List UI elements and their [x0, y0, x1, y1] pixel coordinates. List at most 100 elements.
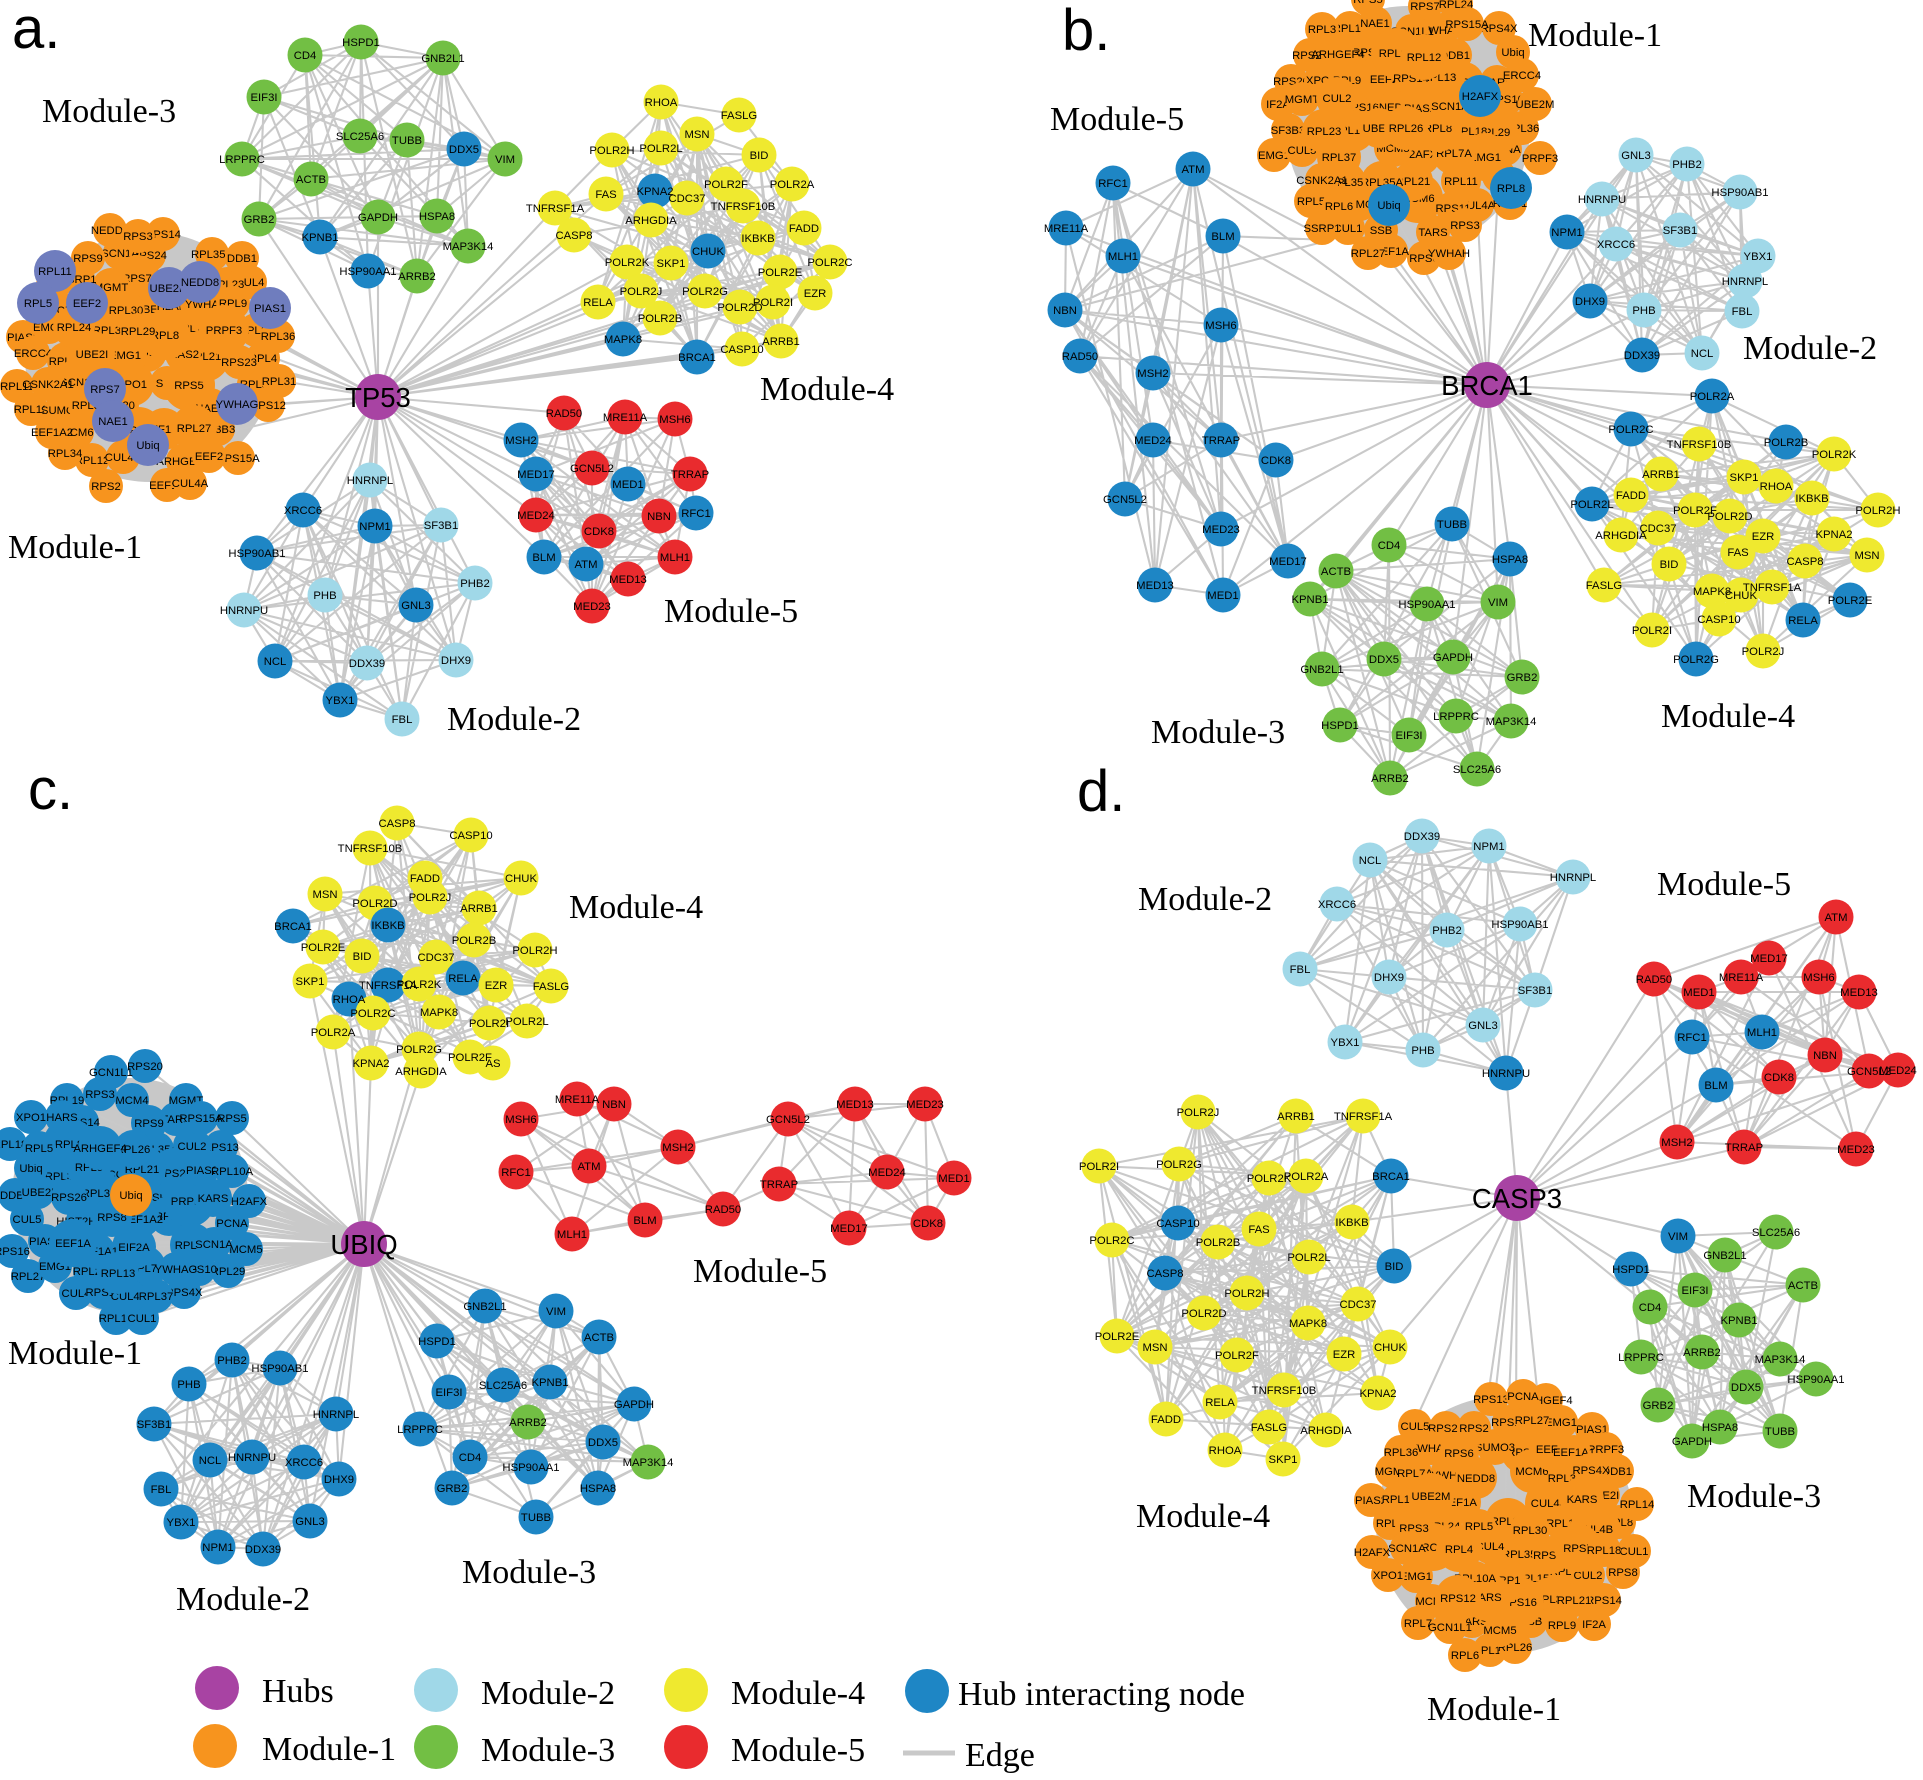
svg-text:RPL10A: RPL10A	[211, 1166, 254, 1178]
svg-text:VIM: VIM	[1668, 1231, 1688, 1243]
svg-text:POLR2F: POLR2F	[704, 179, 748, 191]
svg-text:EMG1: EMG1	[1469, 152, 1501, 164]
svg-text:SCN1A: SCN1A	[195, 1239, 233, 1251]
svg-text:RPL26: RPL26	[1389, 123, 1424, 135]
svg-text:PCNA: PCNA	[1507, 1391, 1539, 1403]
svg-text:HSP90AB1: HSP90AB1	[1711, 187, 1768, 199]
svg-text:RELA: RELA	[583, 297, 613, 309]
svg-text:FASLG: FASLG	[533, 981, 569, 993]
svg-text:CUL1: CUL1	[1334, 223, 1363, 235]
svg-text:RPL5: RPL5	[25, 1143, 53, 1155]
svg-text:MAP3K14: MAP3K14	[623, 1457, 674, 1469]
svg-text:RPS5: RPS5	[217, 1113, 247, 1125]
svg-text:CASP10: CASP10	[720, 344, 763, 356]
svg-text:RPS4X: RPS4X	[1480, 23, 1518, 35]
svg-text:POLR2K: POLR2K	[397, 979, 442, 991]
svg-text:GRB2: GRB2	[1643, 1400, 1674, 1412]
svg-text:CDC37: CDC37	[1339, 1299, 1376, 1311]
svg-text:CUL1: CUL1	[128, 1313, 157, 1325]
svg-text:Edge: Edge	[965, 1737, 1035, 1774]
svg-text:YWHAG: YWHAG	[216, 399, 259, 411]
svg-text:HSP90AA1: HSP90AA1	[502, 1462, 559, 1474]
svg-text:Module-3: Module-3	[42, 93, 176, 130]
svg-text:EZR: EZR	[485, 980, 508, 992]
svg-text:RAD50: RAD50	[1062, 351, 1098, 363]
svg-text:NCL: NCL	[1691, 348, 1714, 360]
svg-text:NAE1: NAE1	[1360, 18, 1390, 30]
svg-text:VIM: VIM	[1488, 597, 1508, 609]
svg-text:RPS9: RPS9	[73, 253, 103, 265]
svg-text:MED13: MED13	[1136, 580, 1174, 592]
svg-text:VIM: VIM	[495, 154, 515, 166]
svg-text:RPL8: RPL8	[1497, 183, 1525, 195]
svg-text:DHX9: DHX9	[441, 655, 471, 667]
svg-text:RPS7: RPS7	[122, 273, 152, 285]
svg-text:SF3B1: SF3B1	[424, 520, 459, 532]
svg-text:RPL18: RPL18	[0, 1139, 27, 1151]
svg-text:TNFRSF1A: TNFRSF1A	[359, 980, 418, 992]
svg-text:MED13: MED13	[836, 1099, 874, 1111]
svg-text:MED13: MED13	[609, 574, 647, 586]
svg-text:RPS6: RPS6	[1444, 1448, 1474, 1460]
svg-text:POLR2I: POLR2I	[1079, 1161, 1119, 1173]
svg-text:POLR2D: POLR2D	[1707, 511, 1752, 523]
svg-text:CD4: CD4	[1378, 540, 1401, 552]
svg-text:BID: BID	[1385, 1261, 1404, 1273]
svg-text:PHB2: PHB2	[1432, 925, 1462, 937]
svg-text:NPM1: NPM1	[1473, 841, 1504, 853]
svg-text:CUL2: CUL2	[1574, 1570, 1603, 1582]
svg-text:POLR2C: POLR2C	[807, 257, 852, 269]
svg-text:GNB2L1: GNB2L1	[1300, 664, 1343, 676]
svg-text:RPS4X: RPS4X	[165, 1287, 203, 1299]
svg-text:RHOA: RHOA	[1760, 481, 1793, 493]
svg-text:HSPA8: HSPA8	[419, 211, 455, 223]
svg-text:Module-2: Module-2	[447, 701, 581, 738]
svg-text:RPL7: RPL7	[1404, 1618, 1432, 1630]
svg-text:LRPPRC: LRPPRC	[1618, 1352, 1664, 1364]
svg-text:POLR2G: POLR2G	[1156, 1159, 1202, 1171]
svg-text:TUBB: TUBB	[521, 1512, 551, 1524]
svg-text:CDC37: CDC37	[417, 952, 454, 964]
svg-text:POLR2H: POLR2H	[1855, 505, 1900, 517]
svg-text:HSP90AA1: HSP90AA1	[339, 266, 396, 278]
svg-text:MED1: MED1	[1207, 590, 1238, 602]
svg-text:TARS: TARS	[1418, 227, 1448, 239]
svg-text:RPL4: RPL4	[1445, 1544, 1473, 1556]
svg-text:SLC25A6: SLC25A6	[1453, 764, 1501, 776]
svg-text:SUMO3: SUMO3	[1475, 1442, 1515, 1454]
svg-text:RFC1: RFC1	[681, 508, 711, 520]
svg-text:Module-5: Module-5	[693, 1253, 827, 1290]
svg-text:HARS: HARS	[46, 1112, 78, 1124]
svg-text:POLR2E: POLR2E	[1095, 1331, 1140, 1343]
svg-text:NAE1: NAE1	[98, 416, 128, 428]
svg-text:RPL14: RPL14	[99, 1313, 134, 1325]
svg-text:POLR2J: POLR2J	[620, 286, 663, 298]
svg-text:RPS23: RPS23	[1428, 1423, 1464, 1435]
svg-text:ATM: ATM	[574, 559, 597, 571]
svg-text:SLC25A6: SLC25A6	[336, 131, 384, 143]
svg-text:CHUK: CHUK	[692, 246, 724, 258]
svg-text:TRRAP: TRRAP	[1202, 435, 1240, 447]
svg-text:NBN: NBN	[602, 1099, 626, 1111]
svg-text:RPS14: RPS14	[1586, 1595, 1622, 1607]
svg-text:GCN5L2: GCN5L2	[570, 463, 614, 475]
svg-text:POLR2A: POLR2A	[1690, 391, 1735, 403]
svg-text:MED17: MED17	[1750, 953, 1788, 965]
svg-text:UBE2I: UBE2I	[76, 349, 109, 361]
svg-text:MED17: MED17	[517, 469, 555, 481]
svg-text:RPL31: RPL31	[262, 376, 297, 388]
svg-text:POLR2F: POLR2F	[1673, 505, 1717, 517]
svg-text:RELA: RELA	[1205, 1397, 1235, 1409]
svg-text:RPL8: RPL8	[1424, 123, 1452, 135]
svg-text:RPS12: RPS12	[1440, 1593, 1476, 1605]
svg-text:LRPPRC: LRPPRC	[397, 1424, 443, 1436]
svg-text:PIAS2: PIAS2	[1355, 1495, 1387, 1507]
svg-text:DHX9: DHX9	[1374, 972, 1404, 984]
svg-text:ARRB2: ARRB2	[398, 271, 436, 283]
svg-text:POLR2G: POLR2G	[682, 286, 728, 298]
svg-text:CASP8: CASP8	[1786, 556, 1823, 568]
svg-text:MLH1: MLH1	[660, 552, 690, 564]
svg-text:CDK8: CDK8	[1764, 1072, 1794, 1084]
svg-text:Module-3: Module-3	[462, 1554, 596, 1591]
svg-text:EMG1: EMG1	[1400, 1571, 1432, 1583]
